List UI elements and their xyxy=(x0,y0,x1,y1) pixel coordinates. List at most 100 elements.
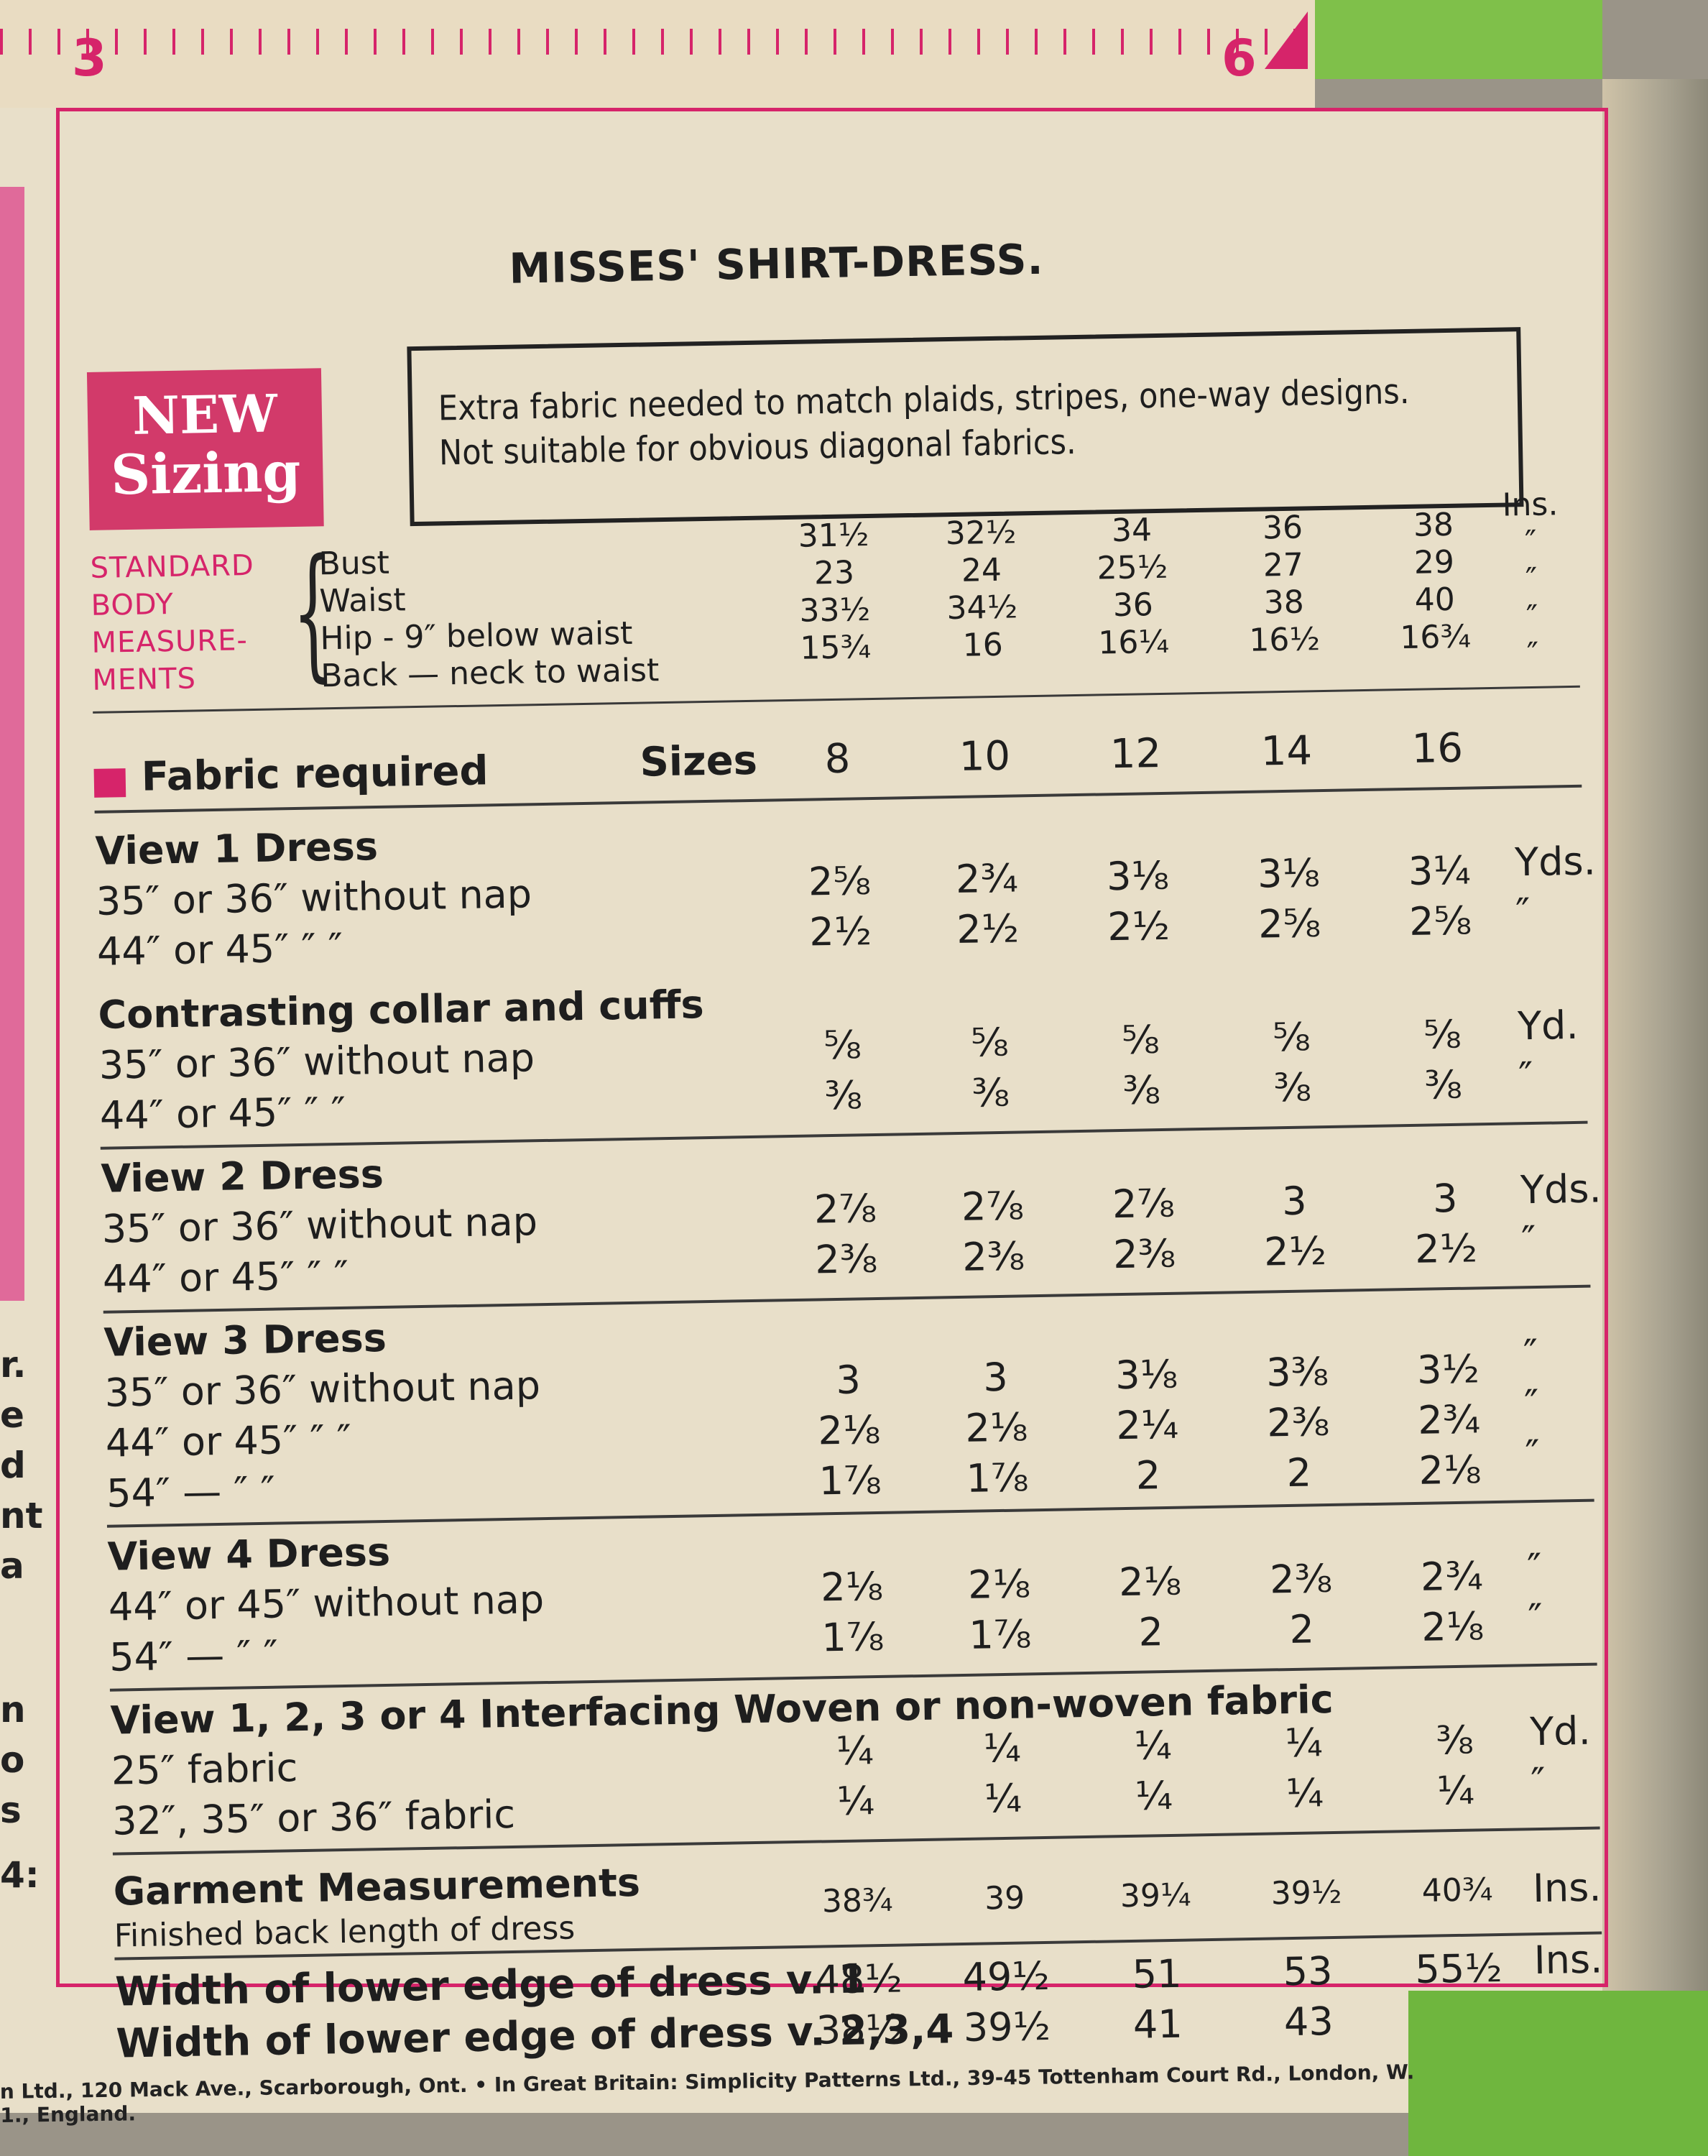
width-value: 39½ xyxy=(963,2003,1051,2051)
fabric-value: 2¼ xyxy=(1115,1401,1179,1449)
fabric-value: ¼ xyxy=(836,1778,875,1825)
fabric-unit: Yds. xyxy=(1520,1166,1602,1213)
section-line: 44″ or 45″ ″ ″ xyxy=(105,1416,352,1466)
fabric-value: ⅝ xyxy=(970,1019,1010,1066)
new-sizing-badge: NEW Sizing xyxy=(86,368,324,530)
garment-value: 40¾ xyxy=(1421,1871,1493,1909)
fabric-unit: ″ xyxy=(1520,1217,1537,1263)
fabric-value: ⅝ xyxy=(823,1022,862,1069)
unit-header: Ins. xyxy=(1502,486,1559,524)
fabric-value: 2⅝ xyxy=(1408,898,1472,944)
measuring-tape: 3 6 xyxy=(0,0,1315,111)
width-value: 38½ xyxy=(816,2006,904,2053)
fabric-value: 2 xyxy=(1288,1606,1315,1653)
section-line: 25″ fabric xyxy=(111,1745,298,1794)
fabric-value: ¼ xyxy=(1135,1772,1173,1819)
fabric-value: 2⅛ xyxy=(967,1561,1031,1608)
fabric-value: 1⅞ xyxy=(818,1457,882,1504)
fabric-value: 2 xyxy=(1138,1609,1164,1655)
fabric-value: 2 xyxy=(1135,1452,1161,1498)
fabric-value: 3½ xyxy=(1416,1346,1480,1393)
fabric-value: 3 xyxy=(982,1354,1009,1401)
fabric-value: 2⅛ xyxy=(1118,1558,1182,1606)
instruction-chart: MISSES' SHIRT-DRESS. NEW Sizing Extra fa… xyxy=(85,226,1610,2068)
fabric-value: 2 xyxy=(1286,1450,1312,1496)
measurement-column: 38 29 40 16¾ xyxy=(1379,506,1490,658)
measurement-value: 36 xyxy=(1112,586,1154,625)
value-column: 2⅞ 2⅜ xyxy=(791,1183,900,1286)
fabric-value: ¼ xyxy=(1436,1767,1475,1814)
green-tab-top xyxy=(1315,0,1602,79)
measurement-value: 32½ xyxy=(945,514,1017,553)
fabric-value: ¼ xyxy=(1285,1770,1324,1817)
measurement-value: 27 xyxy=(1262,546,1304,584)
measurement-column: 31½ 23 33½ 15¾ xyxy=(780,517,890,668)
unit-column: Yd. ″ xyxy=(1518,1000,1580,1102)
measurements-label-line: STANDARD xyxy=(90,548,255,585)
value-column: 2⅜ 2 xyxy=(1247,1553,1356,1656)
edge-fragment: o xyxy=(0,1739,25,1781)
sizes-label: Sizes xyxy=(639,737,758,786)
fabric-unit: ″ xyxy=(1523,1381,1540,1427)
measurement-row-label: Back — neck to waist xyxy=(320,652,660,695)
fabric-value: 3⅛ xyxy=(1257,850,1321,897)
page-title: MISSES' SHIRT-DRESS. xyxy=(508,234,1045,293)
value-column: 3⅛ 2¼ 2 xyxy=(1092,1349,1203,1502)
fabric-value: 3⅜ xyxy=(1265,1349,1329,1396)
width-column: 51 41 xyxy=(1102,1948,1211,2051)
fabric-value: ⅜ xyxy=(971,1069,1010,1116)
measurement-value: 33½ xyxy=(799,591,871,630)
value-column: 3 2½ xyxy=(1240,1176,1349,1279)
fabric-value: 2⅜ xyxy=(1266,1399,1330,1446)
edge-fragment: 4: xyxy=(0,1854,40,1896)
section-line: 35″ or 36″ without nap xyxy=(96,871,532,924)
envelope-edge xyxy=(1602,79,1708,1991)
fabric-unit: ″ xyxy=(1524,1431,1541,1478)
fabric-unit: ″ xyxy=(1526,1544,1542,1591)
fabric-value: ⅜ xyxy=(1423,1061,1463,1108)
measurements-label-line: BODY xyxy=(91,587,175,622)
edge-fragment: r. xyxy=(0,1344,27,1386)
measurement-row-label: Waist xyxy=(319,581,407,620)
width-value: 41 xyxy=(1132,2001,1183,2047)
fabric-value: 2½ xyxy=(1263,1228,1327,1275)
measurement-value: 40 xyxy=(1414,581,1456,619)
fabric-value: 2⅝ xyxy=(808,858,872,905)
fabric-value: ¼ xyxy=(1133,1722,1173,1769)
value-column: 3¼ 2⅝ xyxy=(1385,845,1495,948)
measurement-value: 24 xyxy=(961,551,1002,589)
section-line: 44″ or 45″ without nap xyxy=(108,1577,545,1630)
section-line: 54″ — ″ ″ xyxy=(106,1468,276,1516)
fabric-value: 1⅞ xyxy=(968,1611,1032,1658)
fabric-value: 2⅝ xyxy=(1257,900,1321,947)
section-line: 32″, 35″ or 36″ fabric xyxy=(111,1791,516,1844)
measurement-value: 34 xyxy=(1111,512,1153,550)
garment-value: 39½ xyxy=(1270,1874,1342,1912)
fabric-value: 2¾ xyxy=(1420,1553,1484,1600)
fabric-value: ¼ xyxy=(1284,1720,1324,1766)
section-line: 35″ or 36″ without nap xyxy=(98,1035,535,1088)
garment-unit: Ins. xyxy=(1532,1864,1602,1912)
section-title: View 2 Dress xyxy=(100,1151,384,1202)
fabric-value: ⅜ xyxy=(823,1072,863,1119)
fabric-value: 2⅛ xyxy=(820,1563,884,1611)
fabric-unit: ″ xyxy=(1527,1595,1543,1641)
section-line: 35″ or 36″ without nap xyxy=(104,1363,541,1416)
fabric-value: 3 xyxy=(1281,1178,1308,1225)
pink-border-frame xyxy=(56,108,1608,1987)
width-column: 48½ 38½ xyxy=(805,1953,914,2056)
fabric-value: 2⅛ xyxy=(1418,1447,1482,1493)
edge-fragment: s xyxy=(0,1789,22,1831)
value-column: 2⅞ 2⅜ xyxy=(938,1181,1048,1284)
fabric-value: ⅝ xyxy=(1423,1011,1462,1058)
measurement-rows: Bust Waist Hip - 9″ below waist Back — n… xyxy=(318,540,659,695)
section-line: 35″ or 36″ without nap xyxy=(101,1199,538,1252)
section-title: Contrasting collar and cuffs xyxy=(97,982,705,1038)
unit-ditto: ″ xyxy=(1526,635,1539,673)
